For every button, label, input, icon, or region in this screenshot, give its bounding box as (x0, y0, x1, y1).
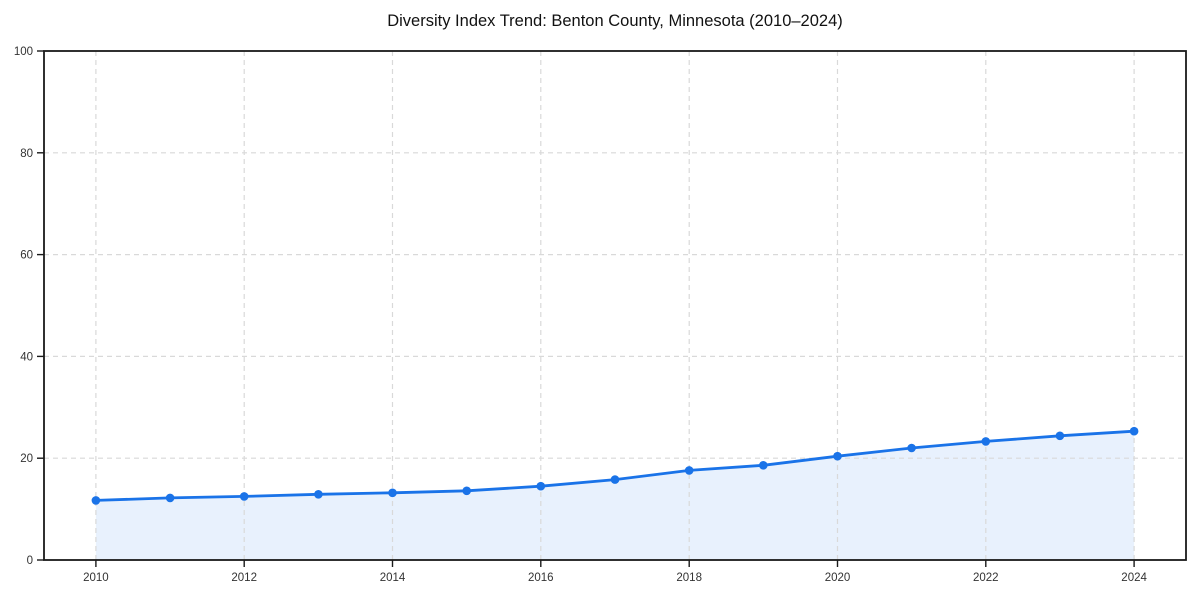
plot-border (43, 50, 1187, 561)
chart-title: Diversity Index Trend: Benton County, Mi… (387, 12, 843, 30)
y-tick-label: 80 (20, 148, 33, 160)
data-point-2022 (981, 437, 991, 446)
x-tick-label: 2018 (676, 572, 702, 584)
area-fill (95, 431, 1135, 560)
data-point-2015 (462, 486, 472, 496)
y-tick-label: 100 (14, 46, 33, 58)
data-point-2019 (759, 461, 768, 470)
data-point-2012 (239, 492, 249, 501)
data-point-2011 (165, 493, 175, 503)
x-tick-label: 2014 (380, 572, 406, 584)
data-point-2021 (907, 443, 916, 453)
x-tick-label: 2024 (1121, 572, 1147, 584)
x-tick-label: 2020 (825, 572, 851, 584)
x-tick-label: 2022 (973, 572, 999, 584)
y-tick-label: 40 (20, 351, 33, 363)
data-point-2016 (536, 481, 546, 491)
x-tick-label: 2010 (83, 572, 109, 584)
data-point-2013 (314, 490, 323, 499)
x-tick-label: 2012 (231, 572, 257, 584)
x-tick-label: 2016 (528, 572, 554, 584)
y-tick-label: 60 (20, 250, 33, 262)
data-point-2014 (388, 488, 397, 498)
data-point-2017 (610, 475, 620, 484)
data-point-2023 (1055, 431, 1065, 441)
data-point-2018 (684, 466, 694, 475)
y-tick-label: 20 (20, 453, 33, 465)
data-point-2010 (91, 496, 101, 505)
data-point-2024 (1129, 426, 1139, 436)
data-point-2020 (833, 451, 842, 461)
y-tick-label: 0 (27, 555, 33, 567)
